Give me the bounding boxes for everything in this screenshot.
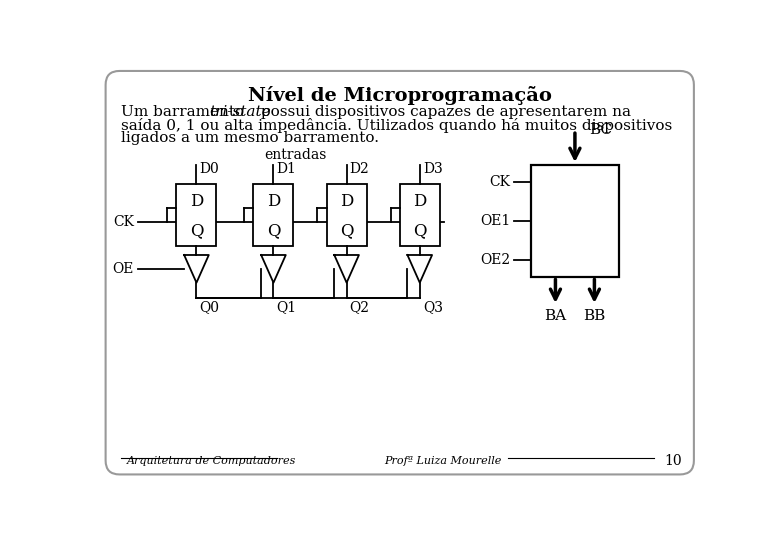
Text: D3: D3 [423, 162, 442, 176]
Text: tri-state: tri-state [209, 105, 271, 119]
Text: Q: Q [340, 222, 353, 239]
Text: CK: CK [490, 175, 511, 189]
Bar [530, 165, 619, 276]
Text: Q: Q [413, 222, 427, 239]
Text: D0: D0 [200, 162, 219, 176]
Text: D: D [190, 193, 203, 210]
Bar [254, 184, 293, 246]
Text: possui dispositivos capazes de apresentarem na: possui dispositivos capazes de apresenta… [256, 105, 631, 119]
Bar [327, 184, 367, 246]
Text: Q2: Q2 [349, 300, 370, 314]
Text: OE: OE [113, 262, 134, 276]
Text: Q: Q [190, 222, 204, 239]
Text: OE2: OE2 [480, 253, 511, 267]
Bar [176, 184, 217, 246]
Text: Profª Luiza Mourelle: Profª Luiza Mourelle [385, 456, 502, 465]
Text: D2: D2 [349, 162, 370, 176]
Text: Q: Q [267, 222, 280, 239]
Text: D: D [340, 193, 353, 210]
Text: CK: CK [113, 215, 134, 230]
Text: Nível de Microprogramação: Nível de Microprogramação [248, 86, 551, 105]
Text: Um barramento: Um barramento [121, 105, 249, 119]
Text: 10: 10 [665, 454, 682, 468]
Text: Q0: Q0 [200, 300, 219, 314]
Text: BC: BC [589, 123, 612, 137]
Text: saída 0, 1 ou alta impedância. Utilizados quando há muitos dispositivos: saída 0, 1 ou alta impedância. Utilizado… [121, 118, 672, 133]
Text: BA: BA [544, 309, 566, 323]
Text: Q3: Q3 [423, 300, 443, 314]
Text: OE1: OE1 [480, 214, 511, 228]
Text: D1: D1 [277, 162, 296, 176]
Text: D: D [267, 193, 280, 210]
Text: Arquitetura de Computadores: Arquitetura de Computadores [126, 456, 296, 465]
Text: entradas: entradas [264, 148, 327, 162]
Text: Q1: Q1 [277, 300, 296, 314]
Text: BB: BB [583, 309, 605, 323]
Bar [399, 184, 440, 246]
Text: D: D [413, 193, 427, 210]
FancyBboxPatch shape [105, 71, 694, 475]
Text: ligados a um mesmo barramento.: ligados a um mesmo barramento. [121, 131, 379, 145]
